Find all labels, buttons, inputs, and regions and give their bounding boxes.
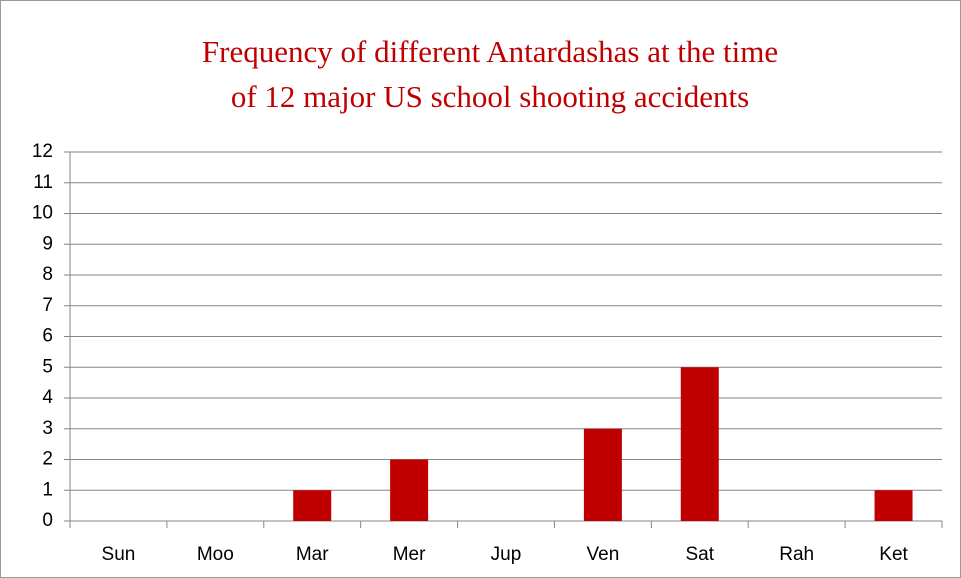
- y-tick-label: 6: [42, 326, 53, 347]
- bar: [680, 367, 719, 521]
- y-tick-label: 4: [42, 387, 53, 408]
- x-tick-label: Mer: [393, 544, 426, 565]
- x-tick-label: Ket: [879, 544, 908, 565]
- bar: [583, 428, 622, 521]
- bar: [293, 490, 332, 521]
- y-tick-label: 8: [42, 264, 53, 285]
- y-tick-label: 2: [42, 449, 53, 470]
- x-tick-label: Sun: [102, 544, 136, 565]
- bar: [874, 490, 913, 521]
- bar: [390, 459, 429, 521]
- x-tick-label: Moo: [197, 544, 234, 565]
- x-tick-label: Mar: [296, 544, 329, 565]
- y-tick-label: 12: [32, 141, 53, 162]
- y-tick-label: 10: [32, 203, 53, 224]
- y-tick-label: 9: [42, 233, 53, 254]
- x-tick-label: Rah: [779, 544, 814, 565]
- y-tick-label: 11: [33, 172, 53, 193]
- y-tick-label: 5: [42, 356, 53, 377]
- y-tick-label: 0: [42, 510, 53, 531]
- y-tick-label: 1: [42, 479, 53, 500]
- chart-title: Frequency of different Antardashas at th…: [202, 34, 778, 69]
- x-tick-label: Jup: [491, 544, 522, 565]
- chart-title: of 12 major US school shooting accidents: [231, 79, 749, 114]
- y-tick-label: 3: [42, 418, 53, 439]
- y-tick-label: 7: [42, 295, 53, 316]
- x-tick-label: Sat: [686, 544, 715, 565]
- x-tick-label: Ven: [587, 544, 620, 565]
